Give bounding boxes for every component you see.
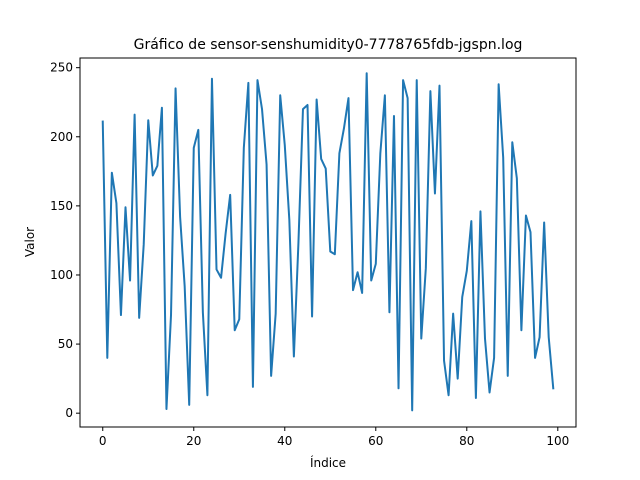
y-tick-label: 0: [65, 406, 73, 420]
x-tick-label: 100: [546, 434, 569, 448]
series-layer: [101, 72, 555, 412]
x-tick-label: 80: [459, 434, 474, 448]
x-tick-label: 40: [277, 434, 292, 448]
x-tick-label: 60: [368, 434, 383, 448]
y-tick-label: 250: [50, 61, 73, 75]
y-tick-label: 150: [50, 199, 73, 213]
x-tick-label: 20: [186, 434, 201, 448]
x-axis: 0 20 40 60 80 100: [99, 427, 569, 448]
y-axis-label: Valor: [23, 227, 37, 257]
x-axis-label: Índice: [310, 455, 346, 470]
y-axis: 0 50 100 150 200 250: [50, 61, 80, 420]
y-tick-label: 100: [50, 268, 73, 282]
plot-area: [79, 57, 577, 428]
y-tick-label: 50: [58, 337, 73, 351]
series-line-0: [101, 72, 555, 412]
x-tick-label: 0: [99, 434, 107, 448]
chart-title: Gráfico de sensor-senshumidity0-7778765f…: [134, 37, 523, 53]
plot-frame: [79, 57, 577, 428]
y-tick-label: 200: [50, 130, 73, 144]
